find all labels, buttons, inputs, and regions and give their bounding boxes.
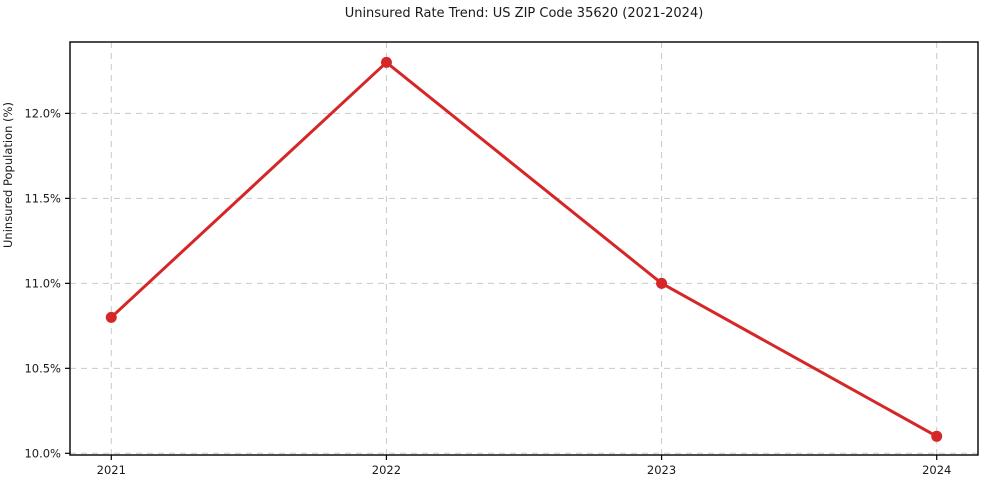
x-tick-label: 2021 [97,463,126,477]
data-point-marker [380,56,392,68]
y-tick-label: 10.0% [24,446,61,460]
y-tick-label: 12.0% [24,106,61,120]
y-tick-label: 10.5% [24,361,61,375]
data-point-marker [105,311,117,323]
x-tick-label: 2023 [647,463,676,477]
plot-border [69,41,979,456]
data-point-marker [656,277,668,289]
x-tick-label: 2024 [922,463,951,477]
x-tick-label: 2022 [372,463,401,477]
chart-title: Uninsured Rate Trend: US ZIP Code 35620 … [344,6,704,21]
y-tick-label: 11.0% [24,276,61,290]
series-line [109,60,939,438]
data-point-marker [931,430,943,442]
y-tick-label: 11.5% [24,191,61,205]
